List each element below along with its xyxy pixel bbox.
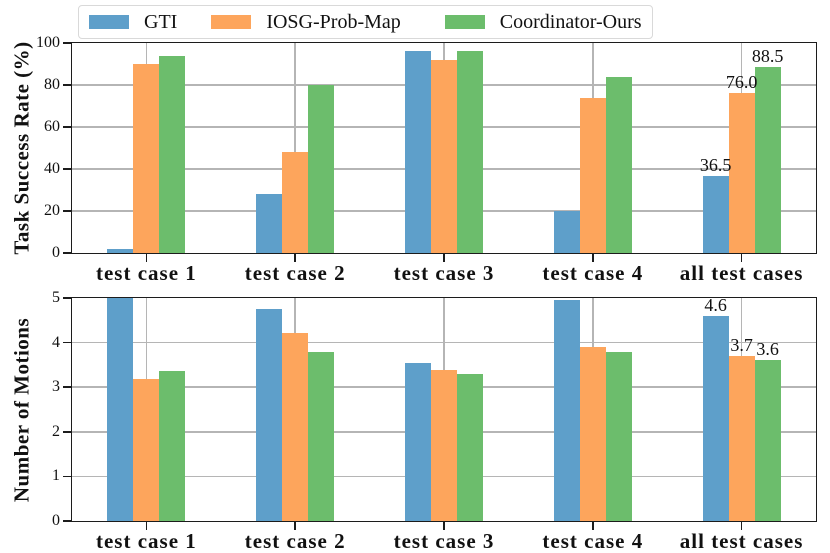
- bar-iosg-prob-map: [431, 59, 457, 253]
- x-tick-mark: [294, 254, 297, 262]
- bar-coordinator-ours: [754, 67, 781, 253]
- bar-value-label: 3.7: [730, 334, 753, 355]
- bar-iosg-prob-map: [133, 379, 160, 521]
- y-tick-mark: [63, 252, 71, 254]
- x-tick-label: test case 4: [542, 261, 644, 285]
- y-tick-mark: [63, 520, 71, 522]
- y-tick-label: 5: [52, 289, 60, 306]
- x-tick-mark: [443, 522, 445, 530]
- bar-value-label: 3.6: [756, 339, 779, 360]
- iosg-color-swatch-icon: [211, 15, 252, 29]
- y-tick-mark: [63, 84, 71, 86]
- bar-iosg-prob-map: [431, 370, 457, 521]
- bar-gti: [107, 298, 134, 521]
- y-tick-mark: [63, 430, 71, 433]
- legend-item-gti: GTI: [89, 12, 177, 32]
- x-tick-label: test case 1: [95, 529, 197, 553]
- x-tick-mark: [145, 254, 148, 262]
- bar-iosg-prob-map: [728, 93, 755, 253]
- y-tick-mark: [63, 168, 71, 170]
- legend-label-coordinator-ours: Coordinator-Ours: [499, 11, 642, 33]
- bar-gti: [702, 315, 729, 521]
- coordinator-color-swatch-icon: [444, 15, 485, 29]
- legend-item-iosg-prob-map: IOSG-Prob-Map: [211, 11, 401, 33]
- y-tick-label: 20: [44, 202, 60, 219]
- y-tick-label: 0: [52, 512, 60, 529]
- bar-iosg-prob-map: [728, 355, 755, 521]
- bar-coordinator-ours: [159, 371, 186, 521]
- y-tick-label: 2: [52, 422, 60, 440]
- y-tick-label: 1: [52, 467, 60, 485]
- x-tick-mark: [443, 254, 445, 262]
- y-tick-mark: [63, 126, 71, 128]
- x-tick-label: all test cases: [679, 261, 804, 285]
- bar-value-label: 36.5: [699, 155, 732, 176]
- y-tick-label: 3: [52, 378, 60, 396]
- bar-coordinator-ours: [308, 85, 335, 253]
- y-tick-mark: [63, 42, 71, 44]
- y-tick-mark: [63, 341, 71, 344]
- bar-gti: [107, 248, 134, 253]
- bar-gti: [702, 176, 729, 253]
- x-tick-mark: [591, 522, 594, 530]
- x-tick-label: all test cases: [679, 529, 804, 553]
- x-tick-mark: [740, 522, 743, 530]
- y-tick-mark: [63, 386, 71, 389]
- x-tick-mark: [145, 522, 148, 530]
- bar-gti: [256, 309, 283, 521]
- x-tick-label: test case 2: [244, 261, 346, 285]
- x-tick-mark: [294, 522, 297, 530]
- legend-label-gti: GTI: [144, 11, 178, 33]
- bar-value-label: 4.6: [704, 294, 727, 315]
- bar-gti: [553, 300, 580, 521]
- bar-gti: [256, 194, 283, 253]
- y-tick-label: 80: [44, 76, 60, 93]
- bar-iosg-prob-map: [579, 347, 606, 521]
- legend-item-coordinator-ours: Coordinator-Ours: [444, 11, 642, 33]
- x-tick-label: test case 3: [393, 529, 495, 553]
- x-tick-mark: [591, 254, 594, 262]
- bar-coordinator-ours: [457, 373, 483, 521]
- success-rate-y-axis-label: Task Success Rate (%): [9, 41, 34, 255]
- x-tick-label: test case 4: [542, 529, 644, 553]
- bar-coordinator-ours: [457, 51, 483, 253]
- legend-label-iosg-prob-map: IOSG-Prob-Map: [266, 11, 401, 33]
- y-tick-mark: [63, 210, 71, 212]
- bar-iosg-prob-map: [282, 332, 309, 521]
- bar-value-label: 76.0: [725, 72, 758, 93]
- y-tick-label: 60: [44, 118, 60, 135]
- bar-coordinator-ours: [605, 351, 632, 521]
- gti-color-swatch-icon: [89, 15, 129, 29]
- y-tick-mark: [63, 475, 71, 478]
- bar-iosg-prob-map: [133, 64, 160, 253]
- bar-gti: [553, 211, 580, 253]
- y-tick-label: 4: [52, 333, 60, 351]
- y-tick-mark: [63, 297, 71, 299]
- num-motions-plot-area: Number of Motions 0 1 2 3 4 5 test case 1 test …: [10, 289, 817, 553]
- bar-iosg-prob-map: [579, 97, 606, 253]
- x-tick-label: test case 1: [95, 261, 197, 285]
- bar-coordinator-ours: [754, 360, 781, 521]
- x-tick-label: test case 3: [393, 261, 495, 285]
- legend: GTI IOSG-Prob-Map Coordinator-Ours: [78, 5, 653, 39]
- bar-gti: [405, 362, 431, 521]
- bar-coordinator-ours: [605, 76, 632, 253]
- y-tick-label: 0: [52, 244, 60, 261]
- y-tick-label: 40: [44, 160, 60, 177]
- success-rate-plot-area: Task Success Rate (%) 0 20 40 60 80 100 test c…: [10, 34, 817, 285]
- bar-coordinator-ours: [159, 55, 186, 253]
- bar-coordinator-ours: [308, 351, 335, 521]
- x-tick-mark: [740, 254, 743, 262]
- bar-iosg-prob-map: [282, 152, 309, 253]
- y-tick-label: 100: [36, 34, 60, 51]
- bar-gti: [405, 51, 431, 253]
- bar-value-label: 88.5: [751, 46, 784, 67]
- x-tick-label: test case 2: [244, 529, 346, 553]
- v-gridline: [294, 43, 296, 253]
